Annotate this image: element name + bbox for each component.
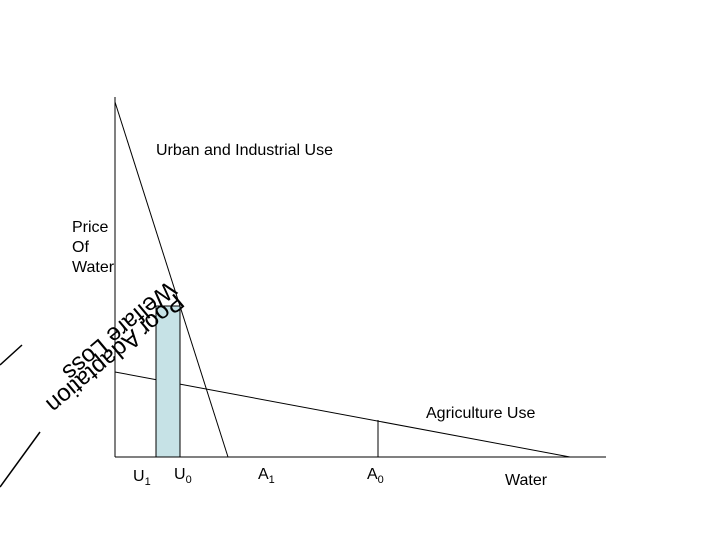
quantity-letter: U [174,466,186,483]
quantity-label-u1: U1 [133,467,151,492]
quantity-letter: A [258,466,269,483]
welfare-loss-bar [155,305,181,458]
quantity-label-a1: A1 [258,465,275,490]
quantity-letter: A [367,466,378,483]
quantity-subscript: 1 [268,474,275,486]
quantity-subscript: 1 [144,476,151,488]
quantity-letter: U [133,468,145,485]
quantity-label-u0: U0 [174,465,192,490]
overlay-stroke-lower [0,431,41,488]
agriculture-curve-label: Agriculture Use [426,405,536,422]
overlay-stroke-upper [0,344,23,366]
x-axis-label: Water [505,472,548,489]
urban-curve-label: Urban and Industrial Use [156,142,333,159]
quantity-label-a0: A0 [367,465,384,490]
y-axis-label: Price Of Water [72,219,115,276]
quantity-subscript: 0 [185,474,192,486]
agriculture-demand-curve [114,371,571,458]
quantity-subscript: 0 [377,474,384,486]
urban-demand-curve [114,101,229,458]
